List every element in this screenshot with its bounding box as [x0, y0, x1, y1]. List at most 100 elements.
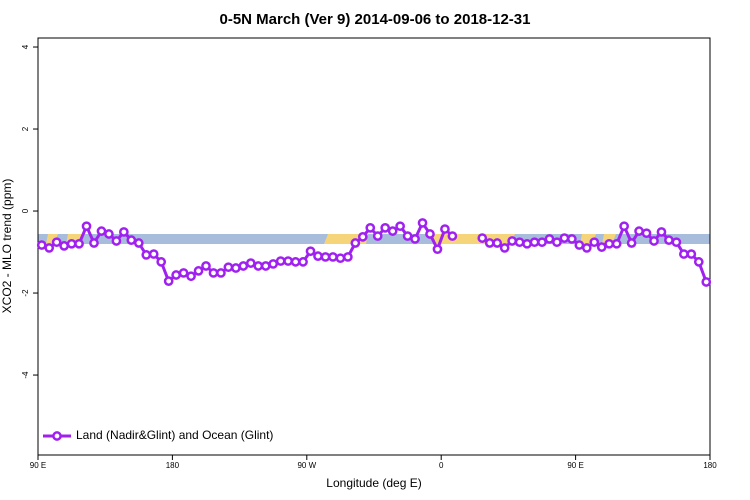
data-point [671, 237, 682, 248]
data-point [596, 242, 607, 252]
data-point [529, 237, 540, 248]
data-point [111, 236, 122, 246]
y-tick-label: 2 [21, 126, 30, 131]
legend: Land (Nadir&Glint) and Ocean (Glint) [43, 428, 273, 442]
data-point [96, 226, 107, 236]
data-point [275, 256, 286, 266]
data-point [477, 233, 488, 243]
data-point [574, 240, 585, 250]
y-tick-label: -2 [21, 289, 30, 297]
data-point [178, 268, 189, 278]
x-tick-label: 180 [166, 461, 180, 470]
data-point [357, 232, 368, 242]
data-point [260, 261, 271, 271]
data-point [283, 256, 293, 266]
data-point [231, 263, 241, 273]
data-point [440, 224, 450, 234]
data-point [208, 268, 219, 278]
data-point [305, 246, 316, 257]
data-point [410, 234, 420, 244]
data-point [626, 238, 637, 248]
data-point [619, 221, 629, 232]
data-point [432, 244, 443, 255]
data-point [649, 236, 659, 246]
data-point [44, 243, 55, 253]
data-point [350, 238, 361, 248]
x-tick-label: 90 E [30, 461, 46, 470]
data-point [193, 266, 204, 276]
data-point [447, 231, 458, 241]
legend-marker [52, 431, 62, 441]
data-point [507, 236, 517, 246]
data-point [141, 250, 152, 260]
data-point [492, 238, 503, 248]
data-point [51, 237, 62, 248]
data-point [581, 243, 592, 253]
data-point [268, 259, 279, 269]
data-point [186, 271, 196, 282]
data-point [216, 268, 226, 278]
y-tick-label: 0 [21, 208, 30, 213]
data-point [514, 237, 525, 248]
data-point [223, 262, 234, 273]
data-point [395, 221, 405, 232]
data-point [484, 238, 495, 248]
y-tick-label: 4 [21, 44, 30, 49]
data-point [417, 218, 428, 228]
data-point [402, 231, 413, 241]
data-point [611, 238, 622, 249]
data-point [567, 234, 577, 244]
data-point [372, 231, 383, 241]
data-point [641, 228, 652, 239]
data-point [320, 252, 331, 262]
x-tick-label: 90 E [567, 461, 583, 470]
x-tick-label: 180 [703, 461, 717, 470]
data-point [238, 261, 249, 271]
data-point [589, 237, 600, 248]
data-point [81, 221, 92, 232]
data-point [201, 261, 211, 271]
y-tick-label: -4 [21, 371, 30, 379]
data-point [126, 235, 137, 245]
data-point [335, 253, 346, 264]
data-point [656, 227, 667, 237]
data-point [133, 238, 144, 248]
x-tick-label: 90 W [297, 461, 316, 470]
data-point [634, 226, 644, 236]
data-point [89, 238, 99, 248]
data-point [66, 238, 77, 249]
data-point [559, 233, 570, 243]
data-point [425, 229, 435, 239]
x-axis-label: Longitude (deg E) [326, 476, 421, 490]
data-point [499, 243, 510, 253]
data-point [701, 277, 712, 287]
data-point [686, 249, 697, 259]
data-point [679, 249, 689, 259]
data-point [604, 238, 615, 249]
series-line [41, 221, 708, 283]
data-point [693, 257, 704, 267]
data-point [552, 237, 562, 248]
data-point [245, 258, 256, 268]
data-point [380, 222, 391, 233]
data-point [298, 257, 308, 267]
y-axis-label: XCO2 - MLO trend (ppm) [0, 179, 14, 314]
data-point [156, 257, 167, 267]
chart-title: 0-5N March (Ver 9) 2014-09-06 to 2018-12… [219, 11, 530, 28]
data-point [171, 270, 181, 280]
data-point [313, 251, 323, 261]
data-point [328, 252, 338, 262]
data-point [253, 261, 264, 271]
data-point [544, 234, 555, 244]
data-point [148, 249, 159, 259]
data-point [522, 238, 532, 249]
x-tick-label: 0 [439, 461, 444, 470]
data-point [74, 238, 84, 249]
data-point [664, 235, 674, 245]
data-point [537, 237, 547, 248]
data-point [365, 222, 376, 233]
data-point [290, 257, 301, 267]
data-point [59, 241, 69, 251]
legend-label: Land (Nadir&Glint) and Ocean (Glint) [76, 428, 273, 442]
